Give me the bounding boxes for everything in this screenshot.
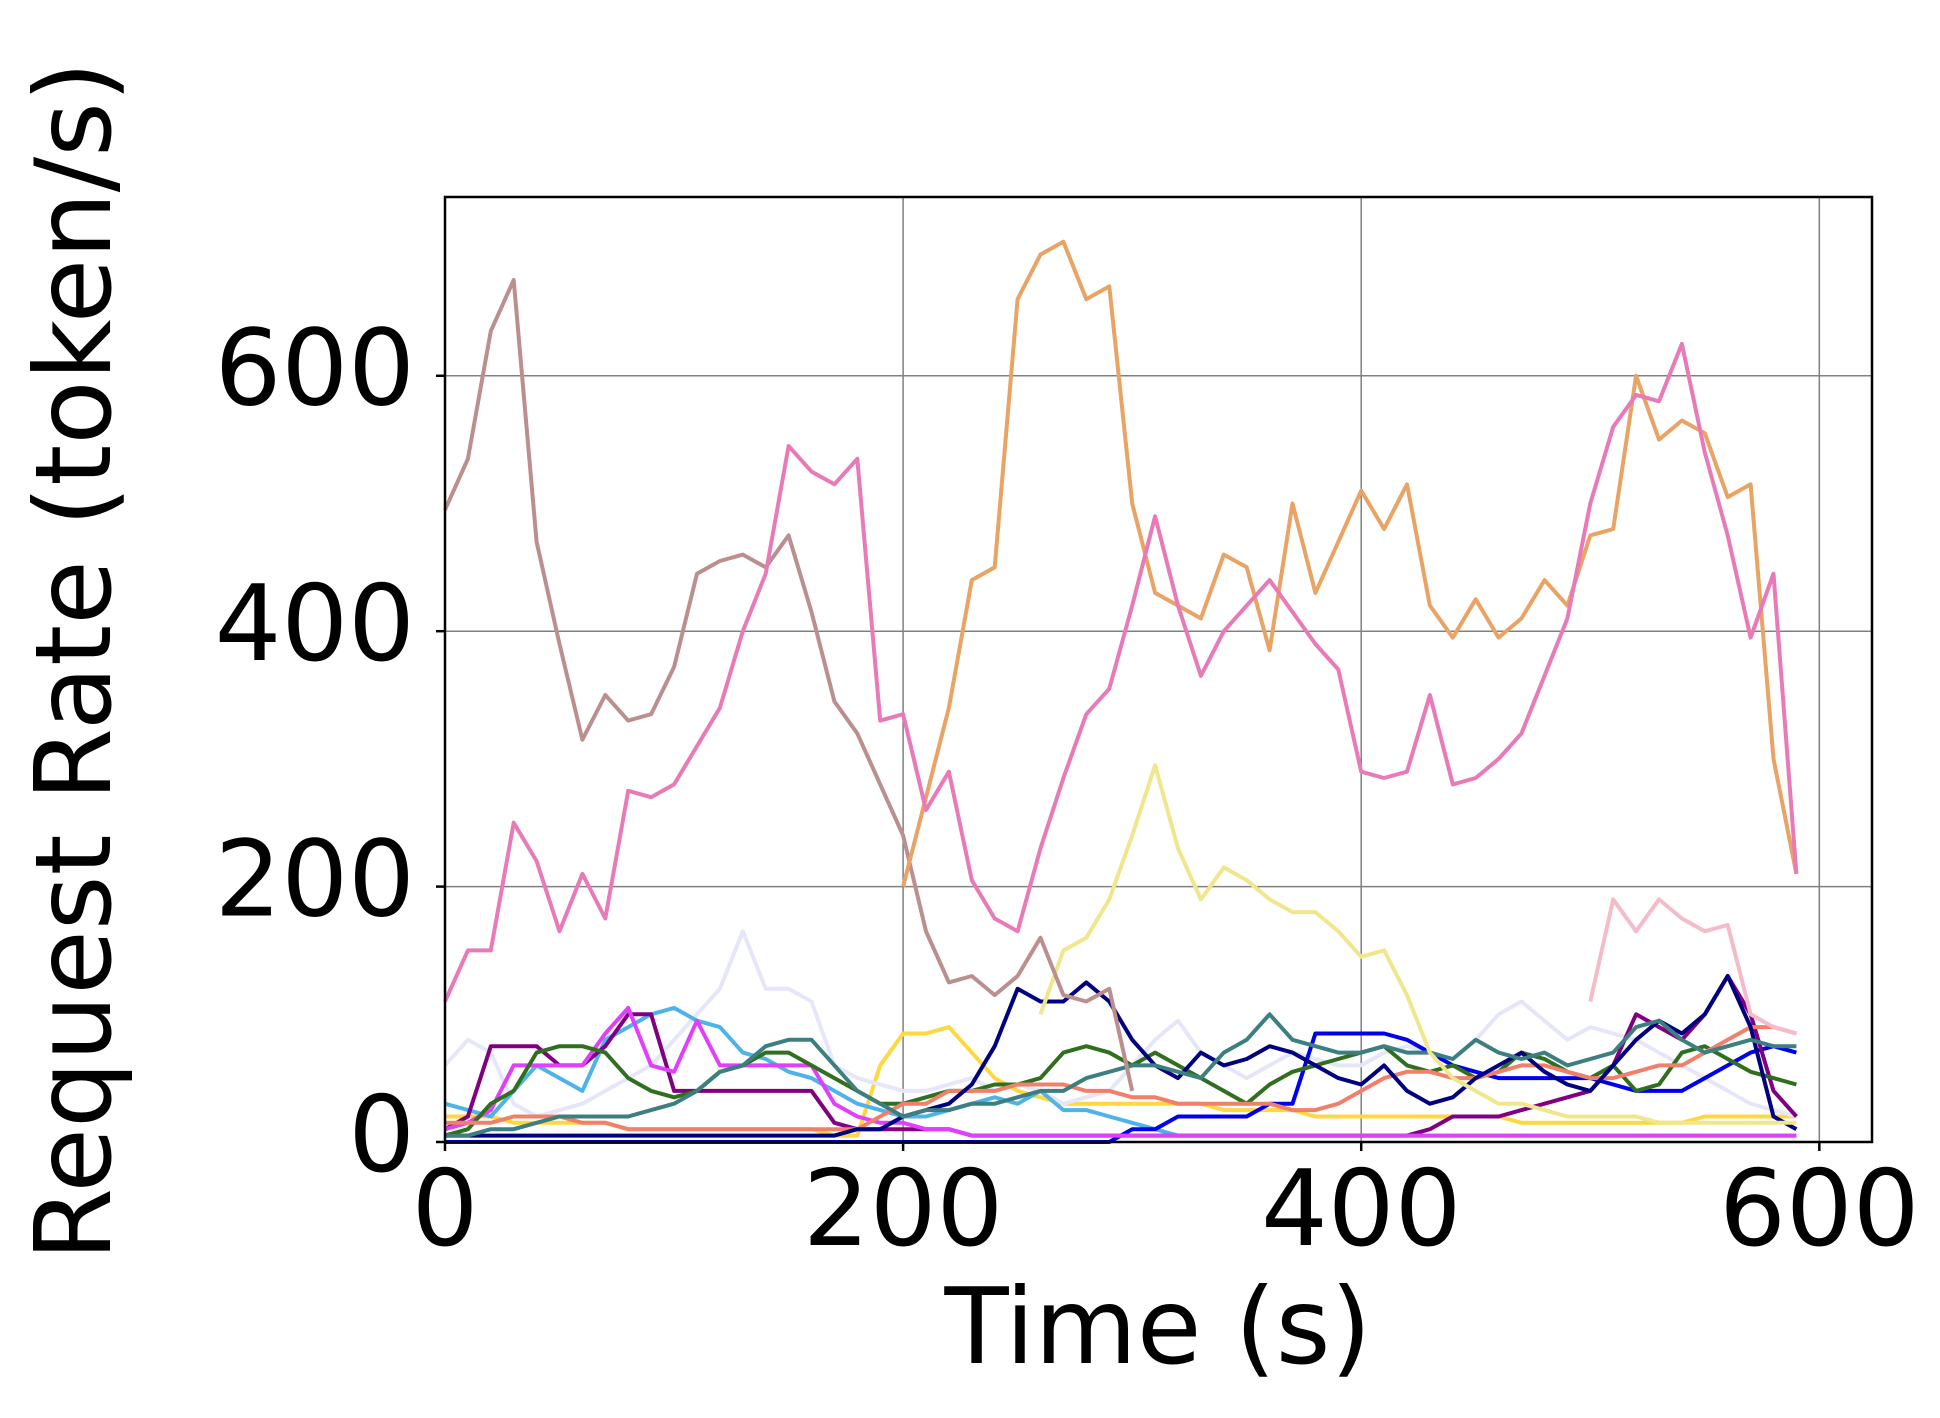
grid (436, 197, 1872, 1151)
series-line (445, 1025, 1797, 1132)
x-tick-label: 400 (1261, 1148, 1461, 1270)
plot-frame (443, 195, 1874, 1144)
series-line (443, 278, 1135, 1092)
series-line (444, 1005, 1797, 1138)
series-group (443, 239, 1799, 1144)
series-line (1038, 763, 1797, 1125)
y-axis-label: Request Rate (token/s) (13, 61, 135, 1261)
y-tick-label: 0 (348, 1074, 415, 1196)
series-line (443, 341, 1799, 1003)
series-line (445, 974, 1798, 1138)
x-tick-label: 200 (803, 1148, 1003, 1270)
x-tick-label: 600 (1719, 1148, 1919, 1270)
series-line (445, 1012, 1797, 1138)
series-line (443, 929, 1797, 1119)
x-tick-label: 0 (412, 1148, 479, 1270)
y-tick-label: 600 (215, 308, 415, 430)
x-axis-label: Time (s) (944, 1266, 1372, 1388)
series-line (1588, 897, 1797, 1036)
series-line (901, 239, 1799, 888)
y-tick-label: 200 (215, 818, 415, 940)
y-tick-label: 400 (215, 563, 415, 685)
